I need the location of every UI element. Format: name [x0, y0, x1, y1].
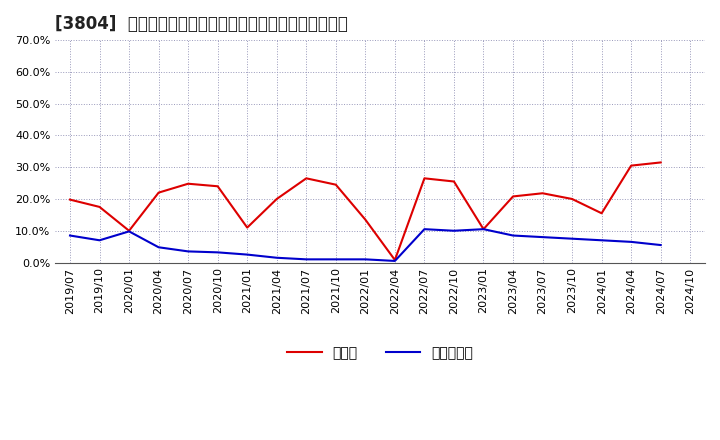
有利子負債 [361, 257, 369, 262]
有利子負債 [420, 227, 428, 232]
有利子負債 [331, 257, 340, 262]
現預金 [302, 176, 310, 181]
有利子負債 [184, 249, 192, 254]
現預金 [568, 196, 577, 202]
有利子負債 [480, 227, 488, 232]
有利子負債 [125, 229, 133, 234]
有利子負債 [154, 245, 163, 250]
現預金 [361, 217, 369, 222]
有利子負債 [243, 252, 251, 257]
有利子負債 [598, 238, 606, 243]
現預金 [657, 160, 665, 165]
有利子負債 [627, 239, 636, 245]
現預金 [509, 194, 518, 199]
現預金 [420, 176, 428, 181]
現預金 [125, 228, 133, 233]
現預金 [480, 227, 488, 232]
Text: [3804]  現預金、有利子負債の総資産に対する比率の推移: [3804] 現預金、有利子負債の総資産に対する比率の推移 [55, 15, 348, 33]
有利子負債 [272, 255, 281, 260]
現預金 [390, 257, 399, 263]
有利子負債 [95, 238, 104, 243]
現預金 [598, 211, 606, 216]
現預金 [66, 197, 74, 202]
現預金 [213, 183, 222, 189]
有利子負債 [66, 233, 74, 238]
有利子負債 [213, 250, 222, 255]
有利子負債 [390, 258, 399, 264]
現預金 [539, 191, 547, 196]
現預金 [184, 181, 192, 187]
現預金 [243, 225, 251, 230]
現預金 [272, 196, 281, 202]
現預金 [331, 182, 340, 187]
現預金 [627, 163, 636, 168]
現預金 [154, 190, 163, 195]
有利子負債 [568, 236, 577, 241]
有利子負債 [302, 257, 310, 262]
有利子負債 [449, 228, 458, 233]
有利子負債 [539, 235, 547, 240]
Line: 現預金: 現預金 [70, 162, 661, 260]
有利子負債 [509, 233, 518, 238]
Legend: 現預金, 有利子負債: 現預金, 有利子負債 [282, 341, 479, 366]
現預金 [449, 179, 458, 184]
有利子負債 [657, 242, 665, 248]
現預金 [95, 204, 104, 209]
Line: 有利子負債: 有利子負債 [70, 229, 661, 261]
